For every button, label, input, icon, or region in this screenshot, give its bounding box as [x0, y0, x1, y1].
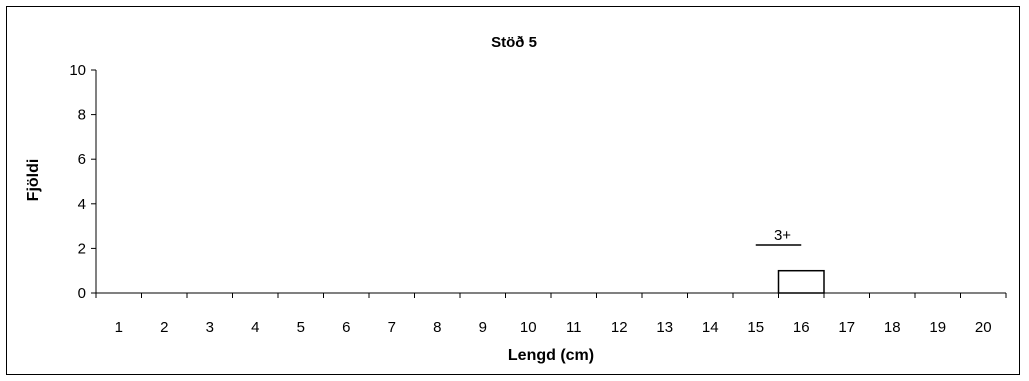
x-tick-label: 8 — [433, 319, 441, 336]
x-tick-label: 2 — [160, 319, 168, 336]
y-tick-label: 6 — [78, 151, 86, 168]
x-tick-label: 20 — [975, 319, 992, 336]
y-tick-label: 2 — [78, 240, 86, 257]
x-tick-label: 16 — [793, 319, 810, 336]
x-tick-label: 5 — [297, 319, 305, 336]
x-tick-label: 3 — [206, 319, 214, 336]
y-tick-label: 10 — [69, 62, 86, 79]
x-tick-label: 1 — [115, 319, 123, 336]
x-tick-label: 4 — [251, 319, 259, 336]
x-tick-label: 17 — [838, 319, 855, 336]
x-tick-label: 11 — [566, 319, 582, 336]
x-tick-label: 10 — [520, 319, 537, 336]
annotation-label: 3+ — [774, 227, 791, 244]
x-tick-label: 15 — [747, 319, 764, 336]
y-axis-title: Fjöldi — [25, 159, 42, 202]
x-axis-title: Lengd (cm) — [508, 347, 594, 364]
x-tick-label: 18 — [884, 319, 901, 336]
x-tick-label: 19 — [929, 319, 946, 336]
chart-frame — [6, 6, 1020, 375]
bar-16 — [777, 269, 825, 294]
x-tick-label: 12 — [611, 319, 628, 336]
x-tick-label: 9 — [479, 319, 487, 336]
y-tick-label: 4 — [78, 196, 86, 213]
y-tick-label: 0 — [78, 285, 86, 302]
x-tick-label: 14 — [702, 319, 719, 336]
chart-title: Stöð 5 — [491, 34, 537, 51]
x-tick-label: 7 — [388, 319, 396, 336]
x-tick-label: 6 — [342, 319, 350, 336]
x-tick-label: 13 — [656, 319, 673, 336]
y-tick-label: 8 — [78, 107, 86, 124]
